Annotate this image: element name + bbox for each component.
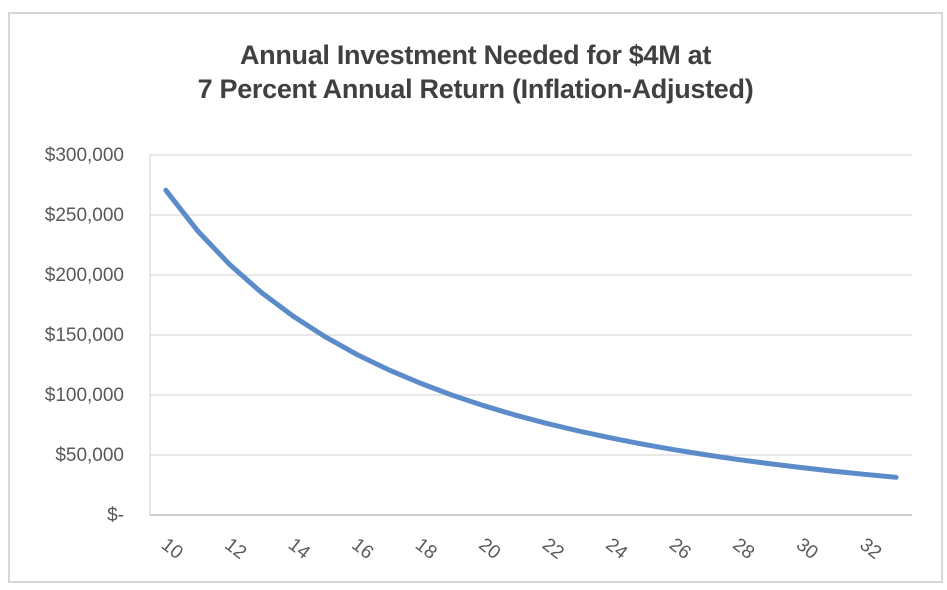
x-tick-label: 28 bbox=[729, 534, 759, 564]
x-tick-label: 30 bbox=[792, 534, 822, 564]
x-tick-label: 20 bbox=[475, 534, 505, 564]
x-tick-label: 24 bbox=[602, 534, 632, 564]
chart-title-line-2: 7 Percent Annual Return (Inflation-Adjus… bbox=[197, 74, 754, 104]
y-tick-label: $50,000 bbox=[55, 445, 124, 466]
chart-title-line-1: Annual Investment Needed for $4M at bbox=[239, 40, 712, 70]
x-tick-label: 16 bbox=[348, 534, 378, 564]
y-tick-label: $250,000 bbox=[45, 205, 124, 226]
x-tick-label: 14 bbox=[284, 534, 314, 564]
x-tick-label: 22 bbox=[538, 534, 568, 564]
x-tick-label: 10 bbox=[157, 534, 187, 564]
x-tick-label: 32 bbox=[856, 534, 886, 564]
x-tick-label: 26 bbox=[665, 534, 695, 564]
y-tick-label: $200,000 bbox=[45, 265, 124, 286]
y-tick-label: $300,000 bbox=[45, 145, 124, 166]
chart-title: Annual Investment Needed for $4M at 7 Pe… bbox=[8, 38, 943, 106]
y-tick-label: $150,000 bbox=[45, 325, 124, 346]
chart-frame bbox=[8, 12, 943, 583]
x-tick-label: 12 bbox=[221, 534, 251, 564]
y-tick-label: $100,000 bbox=[45, 385, 124, 406]
y-tick-label: $- bbox=[107, 505, 124, 526]
data-series-line bbox=[163, 187, 899, 480]
x-tick-label: 18 bbox=[411, 534, 441, 564]
